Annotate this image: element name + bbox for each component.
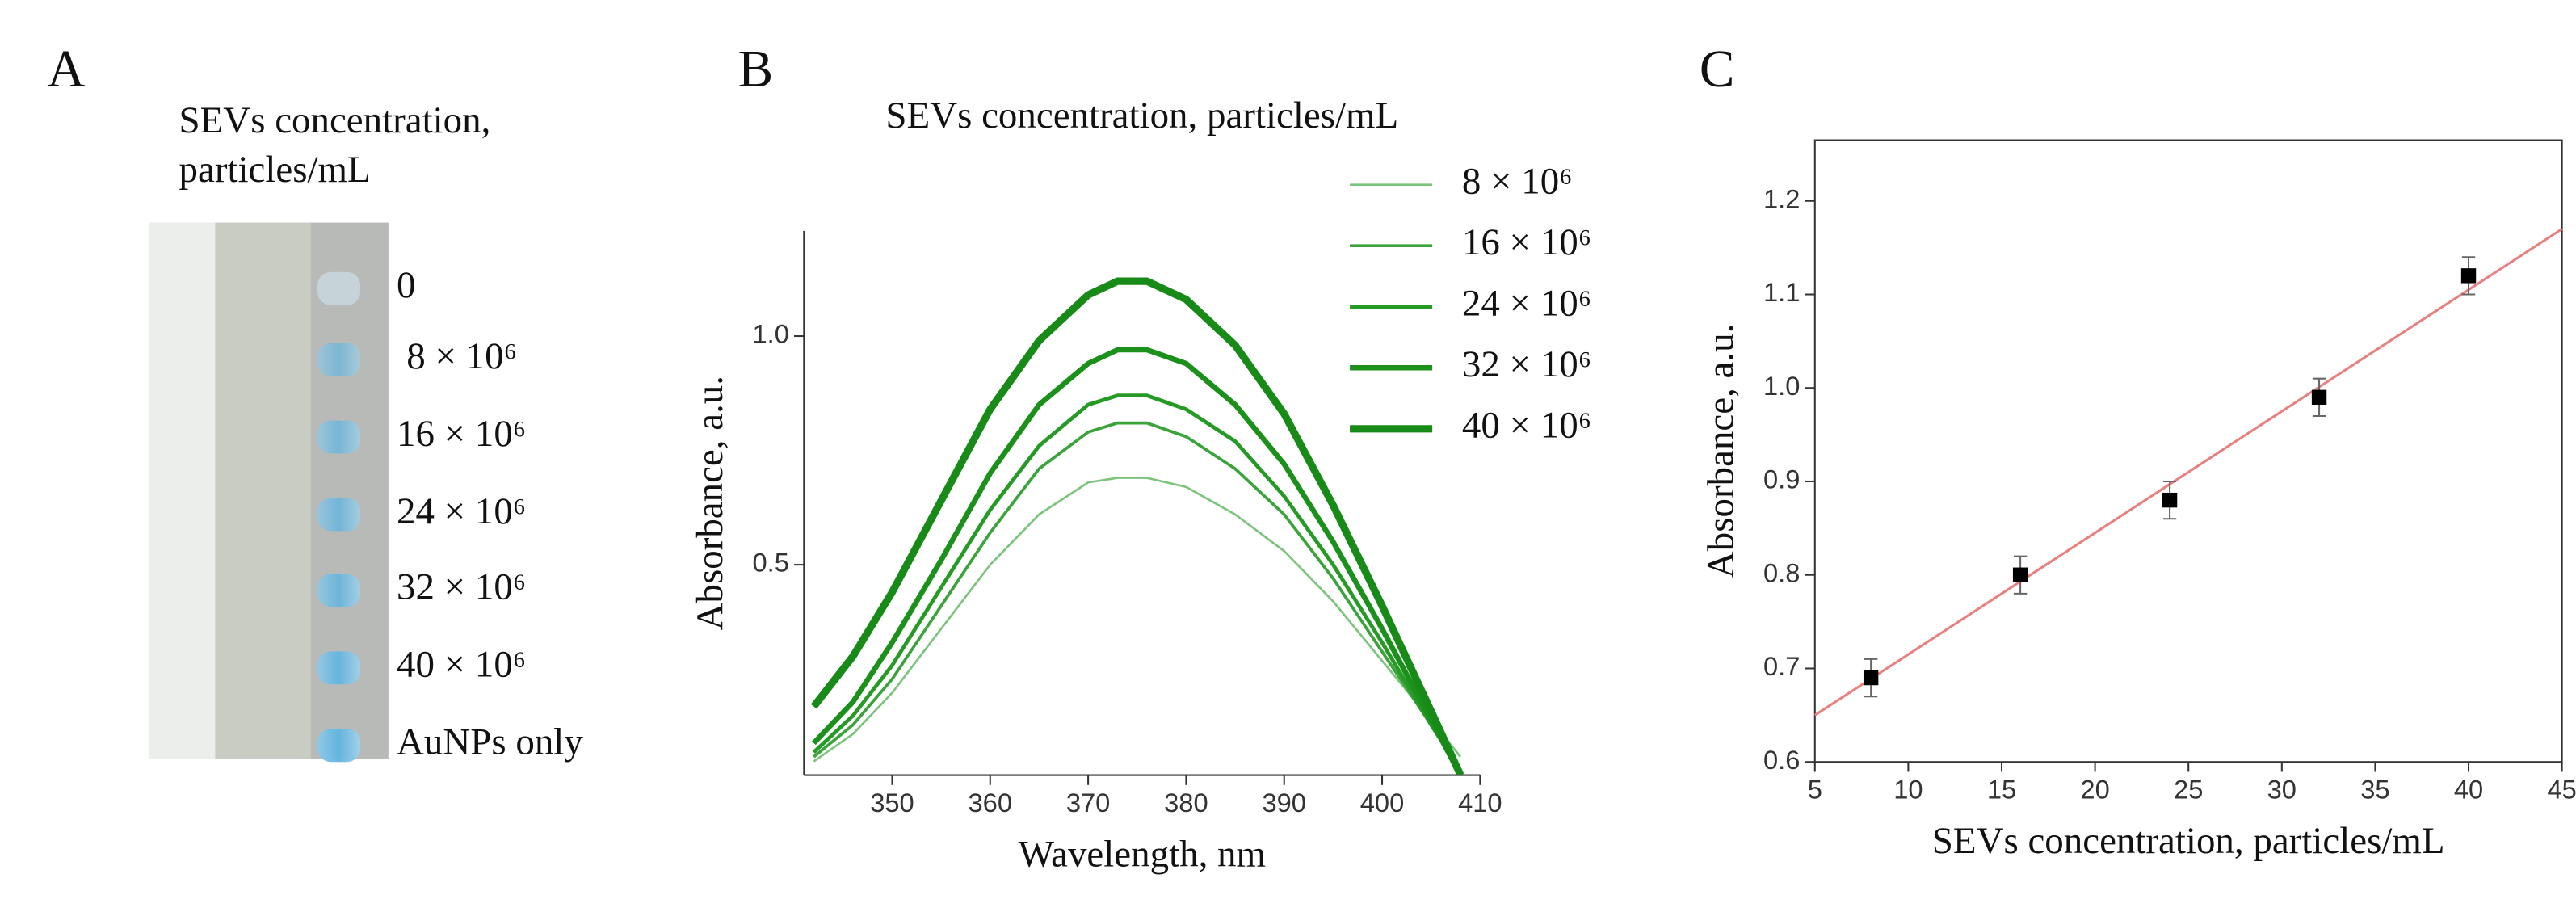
sample-label: 0 bbox=[397, 264, 415, 306]
sample-label: 40 × 10⁶ bbox=[397, 644, 526, 686]
plot-area bbox=[810, 277, 1464, 775]
x-tick-label: 5 bbox=[1808, 775, 1822, 805]
y-axis-label: Absorbance, a.u. bbox=[1700, 324, 1742, 578]
data-point bbox=[2311, 389, 2327, 406]
plot-frame bbox=[1813, 139, 2563, 763]
line-series bbox=[810, 277, 1464, 775]
x-axis-label: SEVs concentration, particles/mL bbox=[1932, 820, 2445, 862]
y-tick-label: 0.5 bbox=[753, 548, 789, 578]
x-tick-label: 10 bbox=[1893, 775, 1923, 805]
tube-tip bbox=[317, 729, 361, 763]
line-series bbox=[812, 393, 1463, 772]
sample-label: 32 × 10⁶ bbox=[397, 566, 526, 608]
y-axis-label: Absorbance, a.u. bbox=[689, 376, 731, 630]
y-tick-label: 1.0 bbox=[1763, 371, 1800, 401]
x-tick-label: 400 bbox=[1360, 788, 1405, 817]
sample-label: 8 × 10⁶ bbox=[406, 335, 517, 377]
fit-line bbox=[1813, 228, 2563, 717]
sample-label: 24 × 10⁶ bbox=[397, 490, 526, 532]
x-tick-label: 35 bbox=[2360, 775, 2389, 805]
x-tick-label: 350 bbox=[870, 788, 914, 817]
tube-tip bbox=[317, 343, 361, 376]
chart-title: SEVs concentration, particles/mL bbox=[885, 95, 1398, 137]
sample-label: AuNPs only bbox=[397, 721, 583, 763]
line-series bbox=[813, 421, 1462, 771]
tube-tip bbox=[317, 651, 361, 685]
x-tick-label: 20 bbox=[2080, 775, 2109, 805]
tube-tip bbox=[317, 574, 361, 607]
x-tick-label: 370 bbox=[1066, 788, 1111, 817]
x-tick-label: 40 bbox=[2454, 775, 2483, 805]
photo-title: SEVs concentration, bbox=[179, 99, 491, 141]
data-point bbox=[2162, 492, 2178, 508]
tube-tip bbox=[317, 420, 361, 454]
y-tick-label: 0.8 bbox=[1763, 557, 1800, 587]
data-point bbox=[1863, 670, 1879, 686]
x-tick-label: 380 bbox=[1164, 788, 1208, 817]
legend-label: 16 × 10⁶ bbox=[1462, 221, 1591, 263]
x-tick-label: 45 bbox=[2547, 775, 2576, 805]
line-series bbox=[812, 347, 1463, 775]
x-tick-label: 360 bbox=[969, 788, 1013, 817]
legend-label: 40 × 10⁶ bbox=[1462, 405, 1591, 447]
tube-tip bbox=[317, 271, 361, 305]
photo-title: particles/mL bbox=[179, 149, 371, 191]
legend-label: 24 × 10⁶ bbox=[1462, 283, 1591, 325]
panel-letter: A bbox=[47, 40, 85, 99]
line-series bbox=[813, 477, 1462, 763]
x-tick-label: 30 bbox=[2267, 775, 2297, 805]
photo-tube-tops bbox=[149, 222, 216, 759]
x-tick-label: 15 bbox=[1987, 775, 2016, 805]
legend-label: 8 × 10⁶ bbox=[1462, 160, 1573, 202]
data-point bbox=[2012, 567, 2028, 582]
sample-label: 16 × 10⁶ bbox=[397, 413, 526, 455]
panel-letter: B bbox=[738, 40, 774, 99]
y-tick-label: 1.2 bbox=[1763, 183, 1800, 213]
photo bbox=[149, 222, 389, 759]
x-axis-label: Wavelength, nm bbox=[1019, 833, 1266, 875]
panel-letter: C bbox=[1700, 40, 1735, 99]
tube-tip bbox=[317, 498, 361, 532]
data-point bbox=[2460, 268, 2477, 284]
photo-tube-bodies bbox=[215, 222, 311, 759]
legend-label: 32 × 10⁶ bbox=[1462, 343, 1591, 385]
y-tick-label: 1.0 bbox=[753, 319, 789, 349]
y-tick-label: 1.1 bbox=[1763, 277, 1800, 307]
y-tick-label: 0.9 bbox=[1763, 464, 1800, 494]
x-tick-label: 25 bbox=[2174, 775, 2203, 805]
y-tick-label: 0.7 bbox=[1763, 651, 1800, 681]
x-tick-label: 410 bbox=[1458, 788, 1502, 817]
y-tick-label: 0.6 bbox=[1763, 745, 1800, 775]
x-tick-label: 390 bbox=[1262, 788, 1306, 817]
